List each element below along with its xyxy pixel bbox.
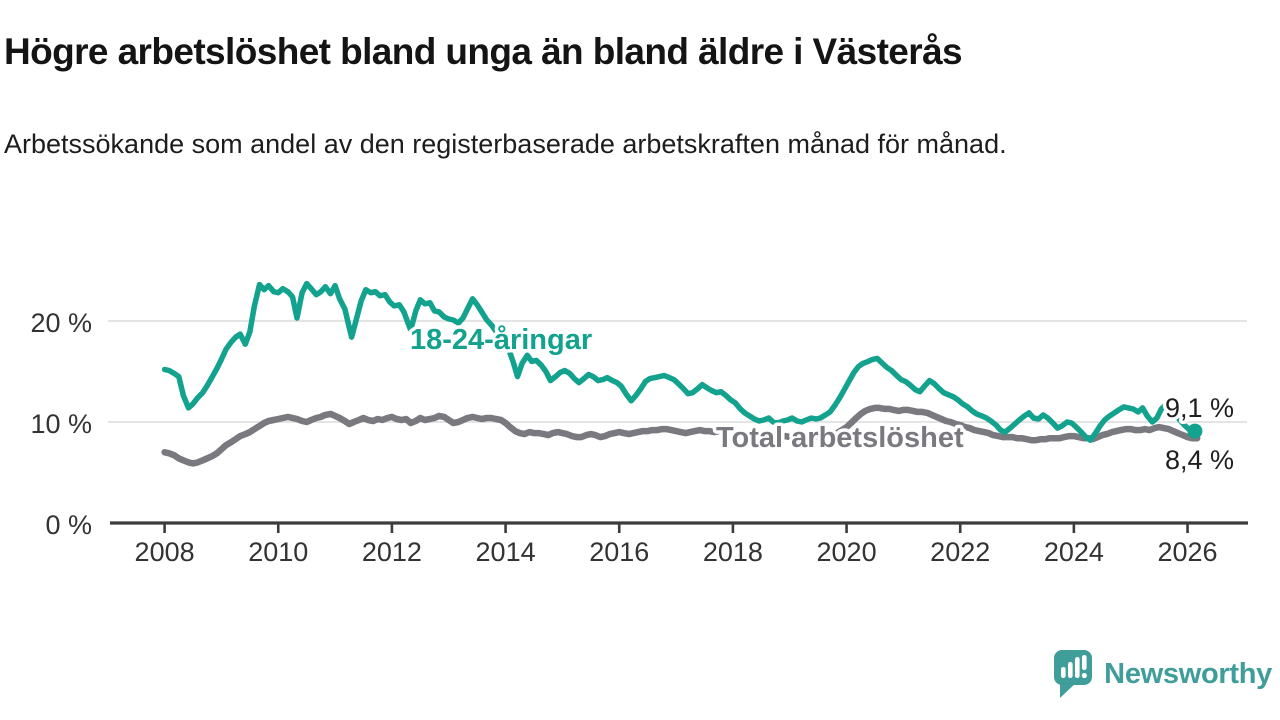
newsworthy-branding: Newsworthy — [1053, 648, 1272, 700]
logo-bar-1 — [1061, 667, 1066, 678]
x-tick-label: 2010 — [248, 537, 308, 567]
x-tick-label: 2026 — [1158, 537, 1218, 567]
logo-exclamation-dot — [1081, 672, 1088, 679]
y-tick-label: 10 % — [30, 409, 92, 439]
logo-bar-2 — [1068, 662, 1073, 678]
page-subtitle: Arbetssökande som andel av den registerb… — [4, 129, 1007, 159]
newsworthy-logo-text: Newsworthy — [1104, 657, 1272, 690]
newsworthy-logo-icon — [1054, 650, 1093, 698]
y-tick-label: 20 % — [30, 308, 92, 338]
series-label-youth: 18-24-åringar — [410, 324, 592, 356]
end-value-label-youth: 9,1 % — [1165, 393, 1234, 423]
x-tick-label: 2014 — [476, 537, 536, 567]
series-lines — [161, 280, 1203, 467]
x-tick-label: 2018 — [703, 537, 763, 567]
series-label-total: Total arbetslöshet — [716, 422, 964, 454]
end-value-label-total: 8,4 % — [1165, 445, 1234, 475]
logo-exclamation-bar — [1082, 655, 1087, 670]
x-axis-ticks — [163, 523, 1189, 533]
logo-bar-3 — [1075, 657, 1080, 678]
gridlines — [108, 320, 1247, 423]
x-axis-labels: 2008 2010 2012 2014 2016 2018 2020 2022 2024 2026 — [135, 537, 1218, 567]
x-tick-label: 2016 — [589, 537, 649, 567]
series-line-0 — [161, 280, 1198, 443]
x-tick-label: 2012 — [362, 537, 422, 567]
series-end-marker — [1187, 423, 1203, 439]
y-tick-label: 0 % — [45, 510, 92, 540]
y-axis-labels: 0 % 10 % 20 % — [30, 308, 92, 540]
x-tick-label: 2008 — [135, 537, 195, 567]
page-title: Högre arbetslöshet bland unga än bland ä… — [4, 31, 963, 72]
series-line-1 — [161, 404, 1201, 467]
x-tick-label: 2022 — [930, 537, 990, 567]
x-tick-label: 2020 — [817, 537, 877, 567]
x-tick-label: 2024 — [1044, 537, 1104, 567]
